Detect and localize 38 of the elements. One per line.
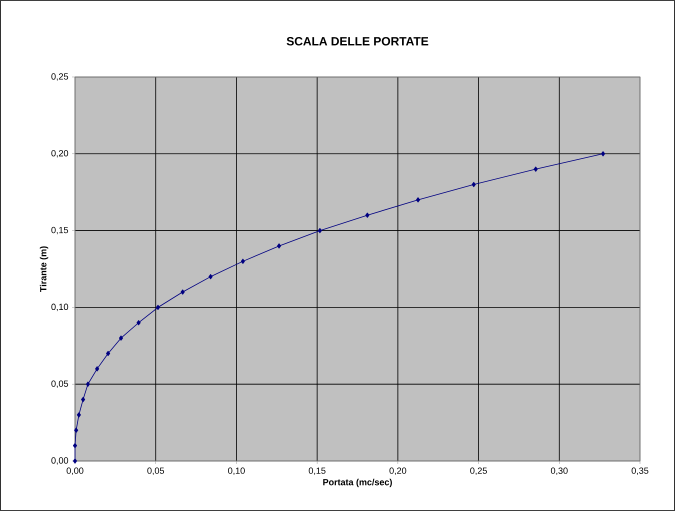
point [156, 304, 160, 310]
point [240, 258, 245, 264]
x-tick-label: 0,10 [228, 468, 245, 475]
y-tick-label: 0,25 [51, 73, 68, 81]
point [472, 182, 476, 188]
point [76, 412, 81, 418]
y-tick-label: 0,05 [51, 380, 68, 388]
point [277, 243, 282, 249]
y-axis-title: Tirante (m) [40, 246, 48, 292]
x-tick-label: 0,15 [308, 468, 326, 475]
x-tick-label: 0,25 [470, 468, 487, 475]
point [95, 366, 100, 372]
point [72, 443, 78, 448]
y-tick-label: 0,20 [51, 150, 68, 158]
y-tick-label: 0,10 [51, 304, 68, 312]
point [86, 382, 90, 387]
x-tick-label: 0,00 [66, 468, 84, 475]
point [81, 396, 86, 402]
x-tick-label: 0,35 [632, 468, 648, 475]
point [118, 336, 124, 341]
x-tick-label: 0,05 [147, 468, 164, 475]
point [318, 228, 322, 234]
point [534, 166, 538, 172]
point [180, 289, 185, 295]
point [136, 320, 141, 326]
point [74, 428, 78, 433]
point [72, 458, 78, 464]
point [365, 212, 370, 218]
x-tick-label: 0,30 [550, 468, 568, 475]
y-tick-label: 0,00 [51, 457, 68, 465]
point [600, 151, 606, 156]
point [416, 197, 420, 202]
x-axis-title: Portata (mc/sec) [323, 478, 392, 488]
chart-title: SCALA DELLE PORTATE [286, 37, 428, 46]
point [106, 350, 110, 356]
y-tick-label: 0,15 [51, 226, 68, 234]
point [208, 274, 213, 280]
x-tick-label: 0,20 [389, 468, 406, 475]
